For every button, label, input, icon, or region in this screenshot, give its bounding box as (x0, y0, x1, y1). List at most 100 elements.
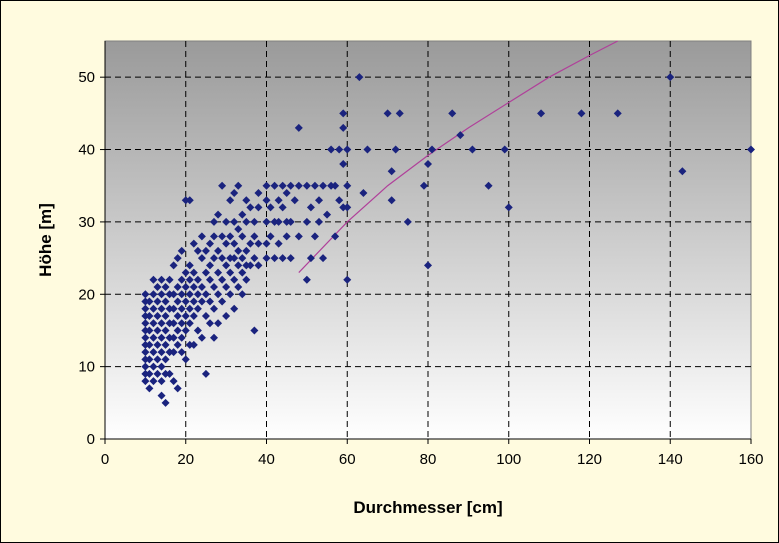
data-point (314, 217, 323, 226)
data-point (165, 275, 174, 284)
data-point (173, 283, 182, 292)
data-point (331, 181, 340, 190)
data-point (504, 203, 513, 212)
data-point (201, 268, 210, 277)
data-point (177, 304, 186, 313)
data-point (274, 239, 283, 248)
data-point (177, 319, 186, 328)
trendline (298, 40, 619, 273)
data-point (262, 239, 271, 248)
data-point (234, 261, 243, 270)
data-point (218, 297, 227, 306)
data-point (234, 225, 243, 234)
data-point (145, 355, 154, 364)
data-point (262, 217, 271, 226)
data-point (226, 254, 235, 263)
data-point (189, 268, 198, 277)
data-point (161, 311, 170, 320)
data-point (149, 290, 158, 299)
data-point (678, 167, 687, 176)
data-point (286, 217, 295, 226)
data-point (294, 181, 303, 190)
data-point (314, 196, 323, 205)
data-point (181, 297, 190, 306)
data-point (161, 340, 170, 349)
data-point (222, 239, 231, 248)
data-point (169, 304, 178, 313)
data-point (141, 311, 150, 320)
data-point (173, 340, 182, 349)
data-point (197, 254, 206, 263)
data-point (230, 254, 239, 263)
data-point (210, 333, 219, 342)
data-point (149, 362, 158, 371)
x-tick-label: 20 (177, 451, 194, 468)
grid-lines (105, 41, 751, 439)
data-point (149, 275, 158, 284)
data-point (230, 188, 239, 197)
data-point (165, 333, 174, 342)
data-point (193, 326, 202, 335)
data-point (319, 254, 328, 263)
data-point (250, 326, 259, 335)
data-point (747, 145, 755, 154)
data-point (419, 181, 428, 190)
data-point (145, 297, 154, 306)
data-point (286, 254, 295, 263)
data-point (193, 246, 202, 255)
data-point (306, 254, 315, 263)
data-point (193, 290, 202, 299)
data-point (210, 304, 219, 313)
data-point (234, 283, 243, 292)
y-tick-label: 0 (87, 431, 95, 448)
data-point (242, 217, 251, 226)
data-point (145, 326, 154, 335)
data-point (185, 340, 194, 349)
data-point (145, 311, 154, 320)
data-point (169, 348, 178, 357)
data-point (153, 283, 162, 292)
data-point (323, 210, 332, 219)
data-point (363, 145, 372, 154)
data-point (185, 275, 194, 284)
data-point (270, 254, 279, 263)
data-point (230, 275, 239, 284)
data-point (278, 181, 287, 190)
data-point (141, 326, 150, 335)
data-point (205, 297, 214, 306)
data-point (173, 297, 182, 306)
data-point (302, 275, 311, 284)
data-point (157, 275, 166, 284)
x-tick-label: 0 (101, 451, 109, 468)
data-point (339, 160, 348, 169)
y-axis-title: Höhe [m] (36, 203, 55, 277)
data-point (302, 181, 311, 190)
data-point (161, 355, 170, 364)
data-point (238, 268, 247, 277)
data-point (234, 246, 243, 255)
data-point (210, 232, 219, 241)
tick-labels: 0 20 40 60 80 100 120 140 160 0 10 20 30 40 50 (78, 69, 763, 468)
data-point (185, 290, 194, 299)
data-point (319, 181, 328, 190)
data-point (165, 369, 174, 378)
data-point (185, 304, 194, 313)
data-point (246, 203, 255, 212)
data-point (302, 217, 311, 226)
data-point (274, 196, 283, 205)
data-point (165, 290, 174, 299)
data-point (177, 275, 186, 284)
data-point (282, 217, 291, 226)
axes (100, 41, 752, 444)
data-point (141, 340, 150, 349)
data-point (577, 109, 586, 118)
data-point (294, 232, 303, 241)
data-point (250, 254, 259, 263)
data-point (165, 348, 174, 357)
data-point (383, 109, 392, 118)
data-point (201, 311, 210, 320)
data-point (165, 304, 174, 313)
x-tick-label: 80 (420, 451, 437, 468)
data-point (197, 232, 206, 241)
